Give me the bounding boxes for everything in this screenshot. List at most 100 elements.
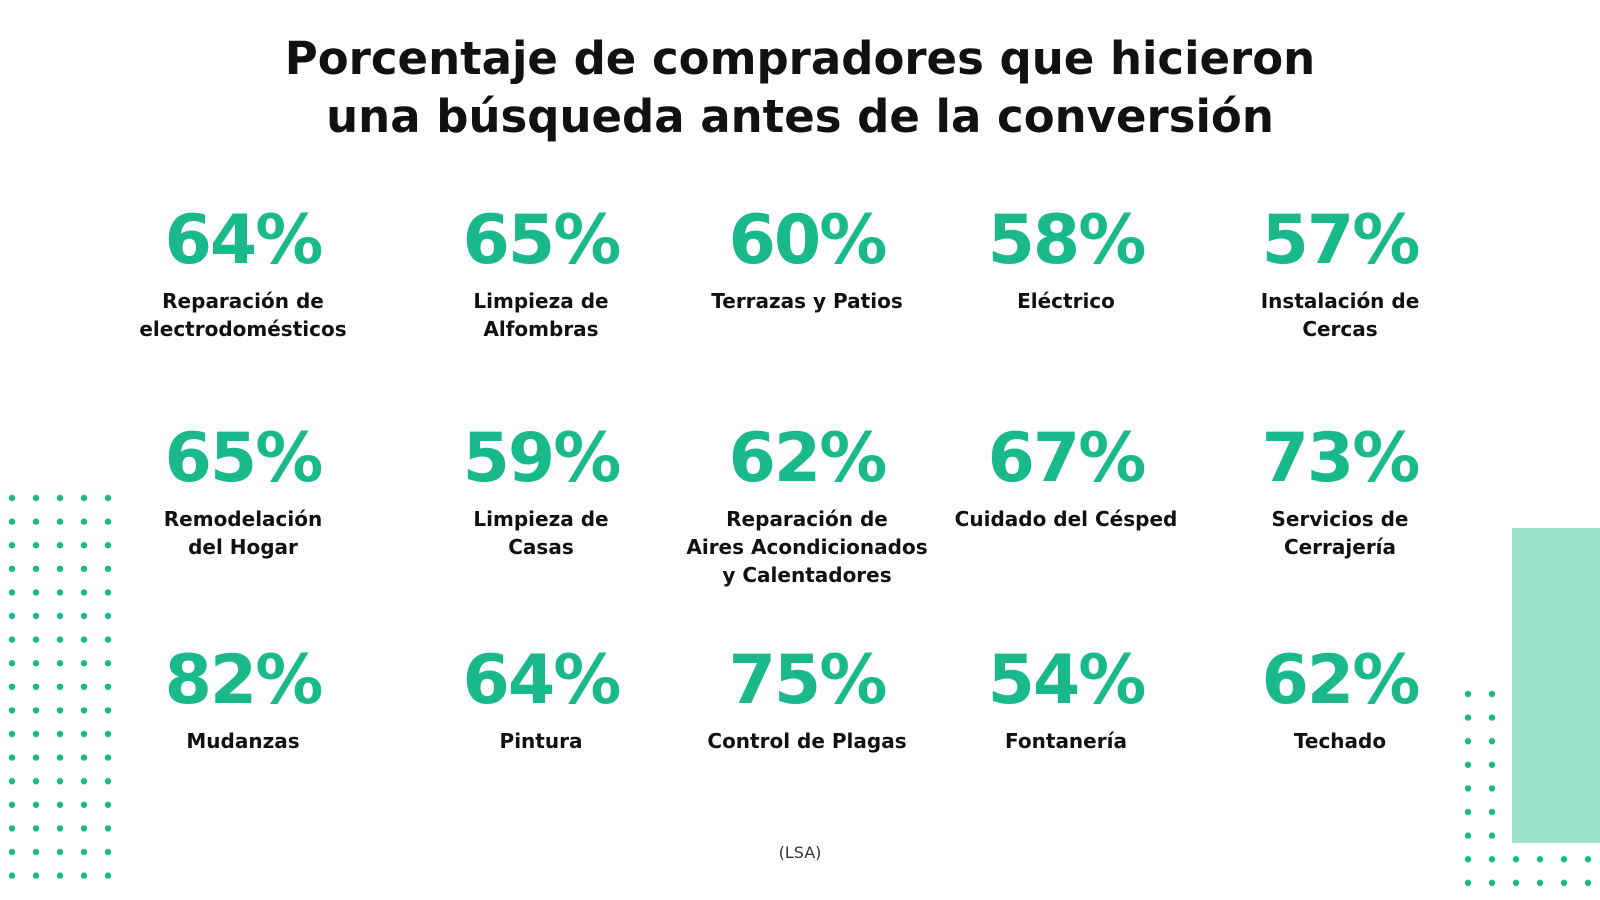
decor-dot xyxy=(8,494,16,502)
stat-tile: 62% Reparación de Aires Acondicionados y … xyxy=(657,423,957,589)
decor-dot xyxy=(56,636,64,643)
decor-dot xyxy=(104,730,112,738)
stat-tile: 54% Fontanería xyxy=(916,645,1216,755)
decor-dot xyxy=(1488,832,1496,839)
decor-dot xyxy=(56,542,64,549)
stat-value: 62% xyxy=(728,419,888,498)
decor-dot xyxy=(1488,785,1496,792)
decor-dot xyxy=(32,612,40,620)
decor-dot xyxy=(104,494,112,502)
decor-dot xyxy=(8,848,16,856)
decor-dot xyxy=(1488,761,1496,768)
stat-label: Limpieza de Casas xyxy=(473,507,609,559)
decor-dot xyxy=(32,754,40,761)
stat-value: 58% xyxy=(987,201,1147,280)
decor-dot xyxy=(104,565,112,572)
decor-dot xyxy=(32,636,40,643)
decor-dot xyxy=(1464,714,1472,721)
decor-dot xyxy=(1488,856,1496,863)
stat-value: 75% xyxy=(728,641,888,720)
decor-dot xyxy=(8,872,16,879)
decor-dot xyxy=(32,825,40,832)
decor-dot xyxy=(104,612,112,620)
decor-dot xyxy=(1488,738,1496,745)
stat-value: 60% xyxy=(728,201,888,280)
decor-dot xyxy=(56,612,64,620)
decor-dot xyxy=(104,518,112,525)
decor-dot xyxy=(1488,808,1496,816)
stat-label: Mudanzas xyxy=(186,729,300,753)
stat-label: Pintura xyxy=(499,729,583,753)
decor-dot xyxy=(80,660,88,667)
stat-label: Instalación de Cercas xyxy=(1260,289,1420,341)
stat-tile: 65% Remodelación del Hogar xyxy=(93,423,393,561)
source-note: (LSA) xyxy=(778,843,822,862)
decor-dot xyxy=(104,542,112,549)
decor-dot xyxy=(56,565,64,572)
decor-dot xyxy=(32,565,40,572)
decor-dot xyxy=(32,707,40,714)
decor-dot xyxy=(80,542,88,549)
decor-dot xyxy=(8,589,16,596)
decor-dot xyxy=(8,778,16,785)
decor-dot xyxy=(80,518,88,525)
stat-label: Remodelación del Hogar xyxy=(163,507,323,559)
stat-label: Techado xyxy=(1293,729,1387,753)
decor-dot xyxy=(32,494,40,502)
decor-dot xyxy=(56,801,64,808)
decor-dot xyxy=(8,754,16,761)
stat-tile: 75% Control de Plagas xyxy=(657,645,957,755)
decor-dot xyxy=(1560,879,1568,886)
decor-dot xyxy=(32,683,40,690)
decor-dot xyxy=(8,825,16,832)
stat-value: 73% xyxy=(1261,419,1421,498)
decor-dot xyxy=(1512,856,1520,863)
decor-dot xyxy=(8,542,16,549)
decor-dot xyxy=(56,848,64,856)
decor-dot xyxy=(1464,738,1472,745)
decor-dot xyxy=(1464,761,1472,768)
stat-value: 64% xyxy=(164,201,324,280)
decor-dot xyxy=(80,589,88,596)
decor-dot xyxy=(56,707,64,714)
stat-tile: 64% Pintura xyxy=(391,645,691,755)
dot-pattern-left xyxy=(8,494,112,879)
decor-dot xyxy=(8,730,16,738)
decor-dot xyxy=(1560,856,1568,863)
decor-dot xyxy=(80,565,88,572)
decor-dot xyxy=(32,660,40,667)
stat-label: Eléctrico xyxy=(1017,289,1115,313)
decor-dot xyxy=(104,825,112,832)
decor-dot xyxy=(80,848,88,856)
decor-dot xyxy=(80,778,88,785)
decor-dot xyxy=(1464,832,1472,839)
decor-dot xyxy=(1488,714,1496,721)
decor-dot xyxy=(80,494,88,502)
decor-dot xyxy=(104,754,112,761)
decor-dot xyxy=(32,801,40,808)
decor-dot xyxy=(104,848,112,856)
decor-dot xyxy=(1536,879,1544,886)
decor-dot xyxy=(8,565,16,572)
decor-dot xyxy=(104,589,112,596)
decor-dot xyxy=(1536,856,1544,863)
decor-dot xyxy=(32,542,40,549)
decor-dot xyxy=(1584,879,1592,886)
decor-dot xyxy=(56,778,64,785)
decor-dot xyxy=(80,754,88,761)
decor-dot xyxy=(1464,879,1472,886)
decor-dot xyxy=(80,825,88,832)
decor-dot xyxy=(104,872,112,879)
decor-dot xyxy=(56,754,64,761)
decor-dot xyxy=(1584,856,1592,863)
stat-label: Reparación de electrodomésticos xyxy=(139,289,347,341)
stat-value: 54% xyxy=(987,641,1147,720)
stat-value: 67% xyxy=(987,419,1147,498)
decor-dot xyxy=(80,730,88,738)
decor-dot xyxy=(1488,879,1496,886)
stat-value: 65% xyxy=(164,419,324,498)
stat-tile: 59% Limpieza de Casas xyxy=(391,423,691,561)
decor-dot xyxy=(8,801,16,808)
stat-label: Fontanería xyxy=(1005,729,1127,753)
stat-value: 82% xyxy=(164,641,324,720)
